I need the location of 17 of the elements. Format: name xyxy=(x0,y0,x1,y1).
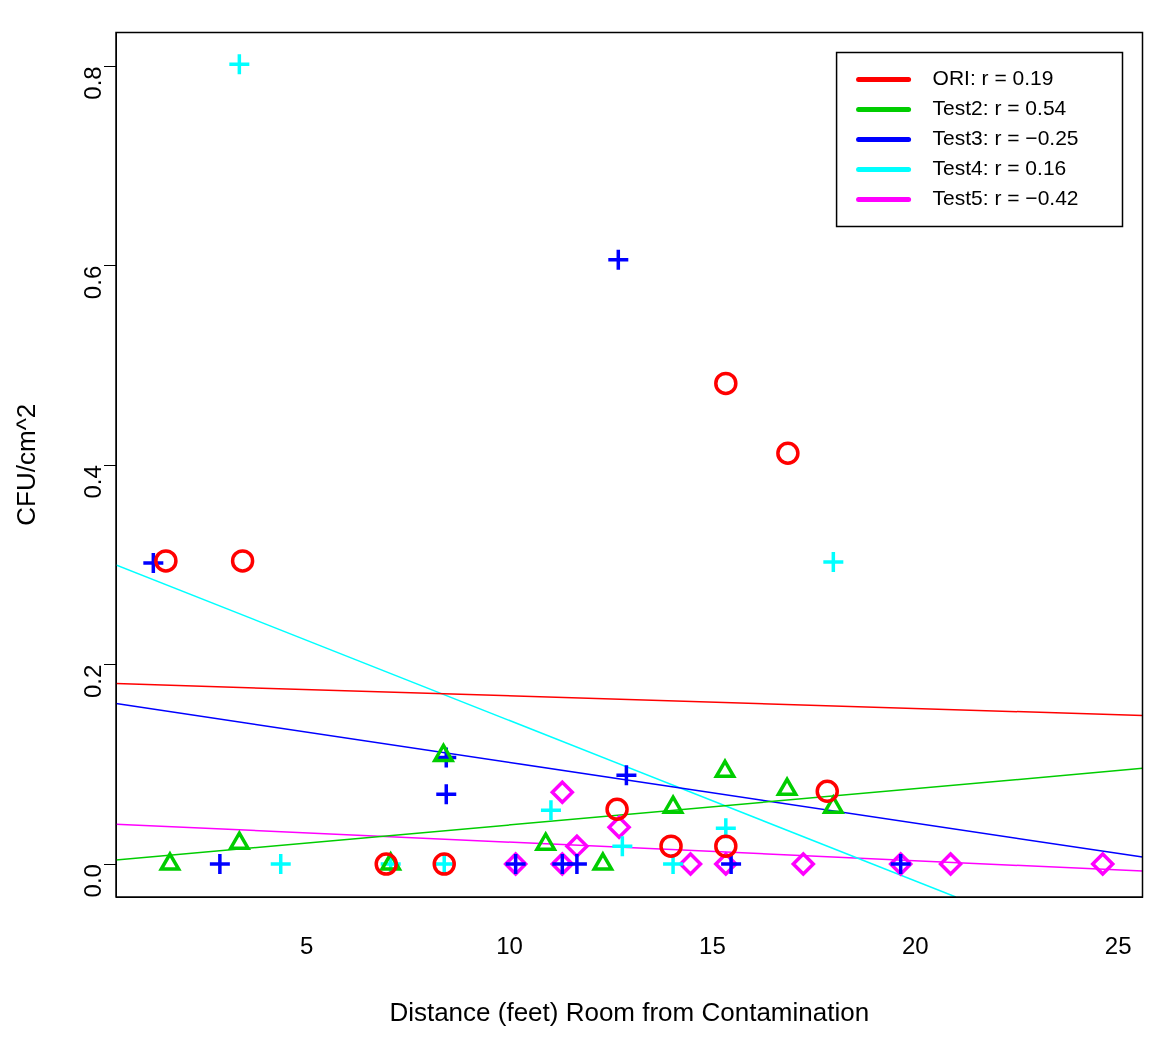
legend-label: ORI: r = 0.19 xyxy=(932,66,1054,90)
x-tick-label: 10 xyxy=(496,932,523,960)
x-tick-label: 25 xyxy=(1104,932,1132,960)
x-axis-title: Distance (feet) Room from Contamination xyxy=(389,996,870,1027)
legend-label: Test5: r = −0.42 xyxy=(932,186,1079,210)
y-tick-label: 0.4 xyxy=(78,465,106,499)
y-axis-title: CFU/cm^2 xyxy=(10,403,41,526)
legend-label: Test2: r = 0.54 xyxy=(932,96,1067,120)
x-tick-label: 15 xyxy=(699,932,726,960)
y-tick-label: 0.2 xyxy=(78,664,106,699)
x-tick-label: 20 xyxy=(901,932,929,960)
legend-label: Test4: r = 0.16 xyxy=(932,156,1067,180)
y-tick-label: 0.0 xyxy=(78,864,106,898)
x-tick-label: 5 xyxy=(300,932,314,960)
y-tick-label: 0.6 xyxy=(78,265,106,300)
legend-label: Test3: r = −0.25 xyxy=(932,126,1079,150)
y-tick-label: 0.8 xyxy=(78,66,106,100)
